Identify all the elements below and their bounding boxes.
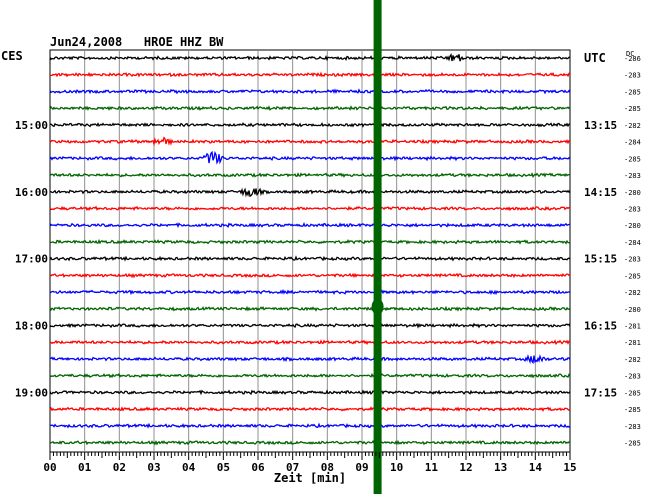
dc-offset-20: -285: [624, 389, 641, 397]
dc-offset-8: -280: [624, 189, 641, 197]
left-hour-label-0: 15:00: [15, 119, 48, 132]
x-tick-label-06: 06: [251, 461, 265, 474]
dc-offset-7: -283: [624, 172, 641, 180]
trace-8: [49, 187, 571, 198]
trace-20: [49, 389, 571, 396]
dc-offset-13: -285: [624, 272, 641, 280]
x-tick-label-03: 03: [147, 461, 160, 474]
dc-offset-21: -285: [624, 406, 641, 414]
x-tick-label-13: 13: [494, 461, 507, 474]
trace-16: [49, 322, 571, 329]
left-hour-label-1: 16:00: [15, 186, 48, 199]
trace-2: [49, 88, 571, 95]
trace-23: [49, 439, 570, 446]
right-hour-label-5: 17:15: [584, 386, 617, 399]
right-hour-label-1: 13:15: [584, 119, 617, 132]
trace-1: [49, 71, 571, 78]
dc-offset-0: -286: [624, 55, 641, 63]
x-axis: 00 01 02 03 04 05 06 07 08 09 10 11 12 13 14 15: [43, 452, 577, 474]
x-tick-label-11: 11: [425, 461, 439, 474]
time-marker-blob: [371, 298, 384, 315]
dc-offset-22: -283: [624, 423, 641, 431]
dc-offset-12: -283: [624, 256, 641, 264]
right-hour-label-2: 14:15: [584, 186, 617, 199]
right-hour-label-4: 16:15: [584, 320, 617, 333]
trace-6: [49, 150, 571, 165]
left-time-zone-label: CES: [1, 49, 23, 63]
x-tick-label-02: 02: [113, 461, 126, 474]
dc-offset-11: -284: [624, 239, 641, 247]
dc-offset-1: -283: [624, 72, 641, 80]
dc-offset-5: -284: [624, 139, 641, 147]
dc-offset-6: -285: [624, 155, 641, 163]
dc-offset-10: -280: [624, 222, 641, 230]
trace-14: [49, 288, 571, 296]
trace-7: [49, 172, 570, 178]
right-hour-label-3: 15:15: [584, 253, 617, 266]
dc-offset-17: -281: [624, 339, 641, 347]
dc-label: DC: [626, 50, 634, 58]
dc-offset-16: -281: [624, 323, 641, 331]
left-hour-label-2: 17:00: [15, 253, 48, 266]
x-tick-label-00: 00: [43, 461, 56, 474]
dc-offset-labels: -286 -283 -285 -285 -282 -284 -285 -283 -280 -283…: [624, 55, 641, 448]
trace-19: [49, 372, 571, 379]
x-tick-label-14: 14: [529, 461, 543, 474]
dc-offset-9: -283: [624, 205, 641, 213]
trace-4: [49, 122, 570, 128]
trace-3: [49, 105, 571, 111]
trace-18: [49, 354, 571, 365]
trace-11: [49, 238, 571, 245]
x-tick-label-09: 09: [355, 461, 368, 474]
grid: [49, 49, 571, 453]
chart-title: Jun24,2008 HROE HHZ BW: [50, 35, 224, 49]
time-marker-bar: [373, 0, 382, 494]
dc-offset-3: -285: [624, 105, 641, 113]
trace-15: [49, 305, 571, 312]
left-hour-labels: 15:00 16:00 17:00 18:00 19:00: [15, 119, 48, 400]
dc-offset-14: -282: [624, 289, 641, 297]
trace-12: [49, 255, 571, 262]
x-tick-label-15: 15: [563, 461, 576, 474]
right-hour-label-0: UTC: [584, 51, 606, 65]
trace-10: [49, 222, 571, 229]
left-hour-label-3: 18:00: [15, 320, 48, 333]
dc-offset-15: -280: [624, 306, 641, 314]
dc-offset-4: -282: [624, 122, 641, 130]
trace-13: [49, 272, 571, 279]
x-tick-label-01: 01: [78, 461, 92, 474]
dc-offset-23: -285: [624, 440, 641, 448]
x-tick-label-04: 04: [182, 461, 196, 474]
x-tick-label-12: 12: [459, 461, 472, 474]
left-hour-label-4: 19:00: [15, 386, 48, 399]
trace-5: [49, 136, 571, 147]
x-tick-label-08: 08: [321, 461, 334, 474]
trace-17: [49, 339, 571, 346]
dc-offset-18: -282: [624, 356, 641, 364]
traces: [49, 53, 571, 446]
x-tick-label-10: 10: [390, 461, 403, 474]
trace-22: [49, 422, 571, 429]
x-axis-label: Zeit [min]: [274, 471, 346, 485]
dc-offset-2: -285: [624, 88, 641, 96]
x-tick-label-05: 05: [217, 461, 230, 474]
right-hour-labels: UTC 13:15 14:15 15:15 16:15 17:15: [584, 51, 617, 399]
x-tick-label-07: 07: [286, 461, 299, 474]
trace-0: [49, 53, 570, 62]
dc-offset-19: -283: [624, 373, 641, 381]
trace-9: [49, 205, 570, 212]
trace-21: [49, 406, 571, 413]
marker: [371, 0, 384, 494]
